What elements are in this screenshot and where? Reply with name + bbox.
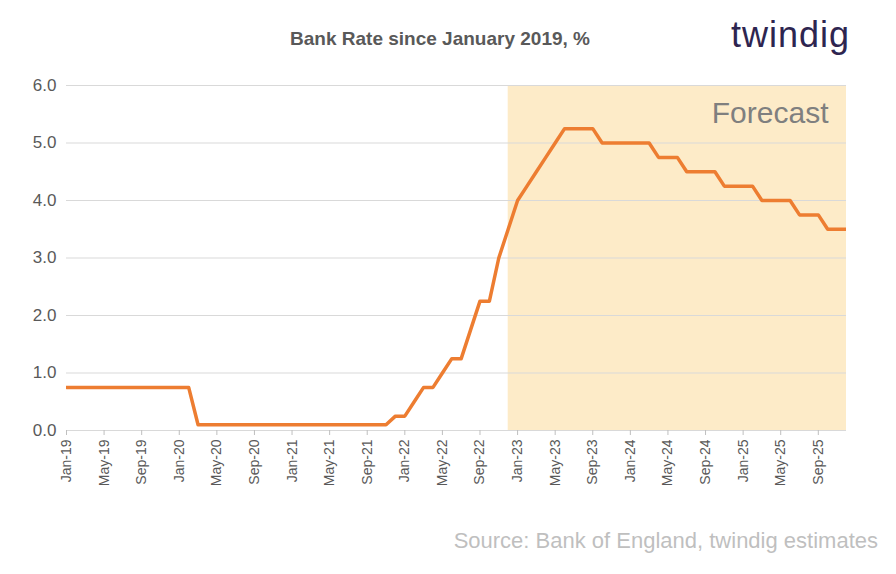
- svg-text:Jan-24: Jan-24: [622, 439, 638, 482]
- svg-text:Sep-21: Sep-21: [359, 439, 375, 484]
- html-text:Bank Rate since January 2019,: Bank Rate since January 2019, %: [290, 28, 590, 49]
- svg-text:Jan-19: Jan-19: [58, 439, 74, 482]
- svg-text:May-23: May-23: [547, 439, 563, 486]
- svg-text:5.0: 5.0: [33, 133, 57, 152]
- svg-text:May-20: May-20: [208, 439, 224, 486]
- svg-text:Sep-24: Sep-24: [697, 439, 713, 484]
- svg-text:May-21: May-21: [321, 439, 337, 486]
- svg-text:Sep-23: Sep-23: [584, 439, 600, 484]
- svg-text:0.0: 0.0: [33, 421, 57, 440]
- svg-text:Sep-25: Sep-25: [810, 439, 826, 484]
- svg-text:Sep-22: Sep-22: [471, 439, 487, 484]
- svg-text:Jan-23: Jan-23: [509, 439, 525, 482]
- svg-text:Jan-25: Jan-25: [735, 439, 751, 482]
- svg-text:May-22: May-22: [434, 439, 450, 486]
- html-text:twindig: twindig: [730, 14, 850, 55]
- svg-text:Jan-21: Jan-21: [284, 439, 300, 482]
- svg-text:2.0: 2.0: [33, 306, 57, 325]
- svg-text:6.0: 6.0: [33, 76, 57, 95]
- svg-text:Jan-20: Jan-20: [171, 439, 187, 482]
- svg-text:3.0: 3.0: [33, 248, 57, 267]
- svg-text:4.0: 4.0: [33, 191, 57, 210]
- svg-text:Sep-19: Sep-19: [133, 439, 149, 484]
- svg-text:Forecast: Forecast: [712, 96, 829, 129]
- html-text:Source: Bank of England, twind: Source: Bank of England, twindig estimat…: [453, 528, 878, 553]
- svg-text:May-19: May-19: [96, 439, 112, 486]
- svg-text:1.0: 1.0: [33, 363, 57, 382]
- svg-text:May-25: May-25: [772, 439, 788, 486]
- svg-text:May-24: May-24: [659, 439, 675, 486]
- svg-text:Sep-20: Sep-20: [246, 439, 262, 484]
- svg-text:Jan-22: Jan-22: [396, 439, 412, 482]
